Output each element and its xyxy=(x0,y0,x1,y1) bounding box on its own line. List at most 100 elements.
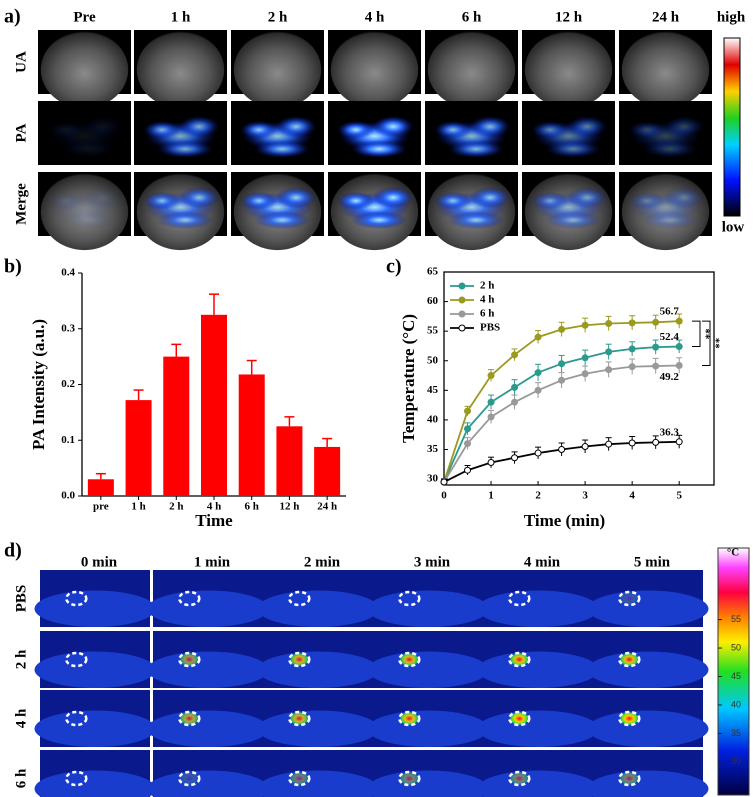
row-label: Merge xyxy=(13,183,29,225)
mouse xyxy=(587,710,709,747)
image-signal xyxy=(566,115,608,138)
y-tick-label: 45 xyxy=(427,384,439,396)
column-header: 4 h xyxy=(365,9,385,25)
x-tick-label: 3 xyxy=(582,490,588,502)
roi xyxy=(618,651,641,668)
image-tissue xyxy=(136,31,225,109)
roi xyxy=(508,770,531,787)
bracket xyxy=(702,320,711,366)
legend-marker xyxy=(458,324,466,332)
mouse xyxy=(257,590,379,627)
marker xyxy=(558,360,566,368)
image-signal xyxy=(663,115,705,138)
roi xyxy=(398,590,421,607)
image-tissue xyxy=(621,31,710,109)
image-signal xyxy=(545,140,602,158)
image-signal xyxy=(254,140,311,158)
annotation: ** xyxy=(709,338,721,350)
marker xyxy=(534,369,542,377)
roi xyxy=(508,590,531,607)
column-header: 5 min xyxy=(634,554,671,570)
roi xyxy=(178,770,201,787)
roi xyxy=(508,710,531,727)
marker xyxy=(628,345,636,353)
bar xyxy=(314,446,341,496)
legend-label: 4 h xyxy=(480,294,494,306)
image-signal xyxy=(47,120,85,139)
hot-spot xyxy=(289,711,310,726)
marker xyxy=(652,318,660,326)
row-label: PA xyxy=(13,123,29,142)
image-signal xyxy=(82,115,124,138)
hot-spot xyxy=(509,711,530,726)
roi xyxy=(398,651,421,668)
y-tick-label: 0.4 xyxy=(61,267,75,279)
bar xyxy=(87,479,114,496)
bar xyxy=(276,426,303,496)
roi xyxy=(65,651,88,668)
plot-frame xyxy=(443,271,715,486)
row-label: UA xyxy=(13,51,29,73)
marker xyxy=(487,413,495,421)
line xyxy=(443,320,680,483)
panel-label: b) xyxy=(4,256,22,278)
bar xyxy=(163,356,190,496)
bar xyxy=(125,400,152,496)
image-signal xyxy=(545,211,602,229)
image-signal xyxy=(157,140,214,158)
marker xyxy=(511,383,519,391)
y-tick-label: 50 xyxy=(427,354,439,366)
hot-spot xyxy=(619,711,640,726)
colorbar xyxy=(723,37,741,217)
hot-spot xyxy=(399,771,420,786)
image-signal xyxy=(448,211,505,229)
marker xyxy=(511,398,519,406)
mouse xyxy=(477,710,599,747)
row-label: 6 h xyxy=(13,768,29,788)
end-label: 52.4 xyxy=(660,331,680,343)
mouse xyxy=(587,590,709,627)
marker xyxy=(628,439,636,447)
colorbar-unit: °C xyxy=(727,547,739,559)
image-signal xyxy=(275,115,317,138)
mouse xyxy=(587,651,709,688)
column-header: 1 h xyxy=(171,9,191,25)
image-signal xyxy=(157,211,214,229)
y-tick-label: 0.1 xyxy=(61,434,75,446)
marker xyxy=(675,317,683,325)
hot-spot xyxy=(399,652,420,667)
y-tick-label: 0.2 xyxy=(61,378,75,390)
marker xyxy=(581,321,589,329)
marker xyxy=(581,354,589,362)
image-tissue xyxy=(40,31,129,109)
x-tick-label: 1 h xyxy=(131,501,145,513)
marker xyxy=(605,348,613,356)
end-label: 56.7 xyxy=(660,306,680,318)
roi xyxy=(288,590,311,607)
hot-spot xyxy=(179,711,200,726)
roi xyxy=(178,590,201,607)
column-header: 4 min xyxy=(524,554,561,570)
column-header: 6 h xyxy=(462,9,482,25)
roi xyxy=(398,770,421,787)
marker xyxy=(652,343,660,351)
legend-label: 2 h xyxy=(480,280,494,292)
image-signal xyxy=(254,211,311,229)
x-axis-label: Time (min) xyxy=(524,511,605,530)
y-axis-label: PA Intensity (a.u.) xyxy=(29,319,48,450)
legend-marker xyxy=(458,296,466,304)
hot-spot xyxy=(179,652,200,667)
marker xyxy=(628,319,636,327)
image-signal xyxy=(337,120,375,139)
mouse xyxy=(34,651,156,688)
image-signal xyxy=(628,191,666,210)
hot-spot xyxy=(289,771,310,786)
hot-spot xyxy=(179,771,200,786)
mouse xyxy=(257,710,379,747)
image-signal xyxy=(82,186,124,209)
column-header: 0 min xyxy=(81,554,118,570)
legend-label: 6 h xyxy=(480,308,494,320)
mouse xyxy=(34,590,156,627)
marker xyxy=(652,438,660,446)
x-tick-label: 2 xyxy=(535,490,541,502)
